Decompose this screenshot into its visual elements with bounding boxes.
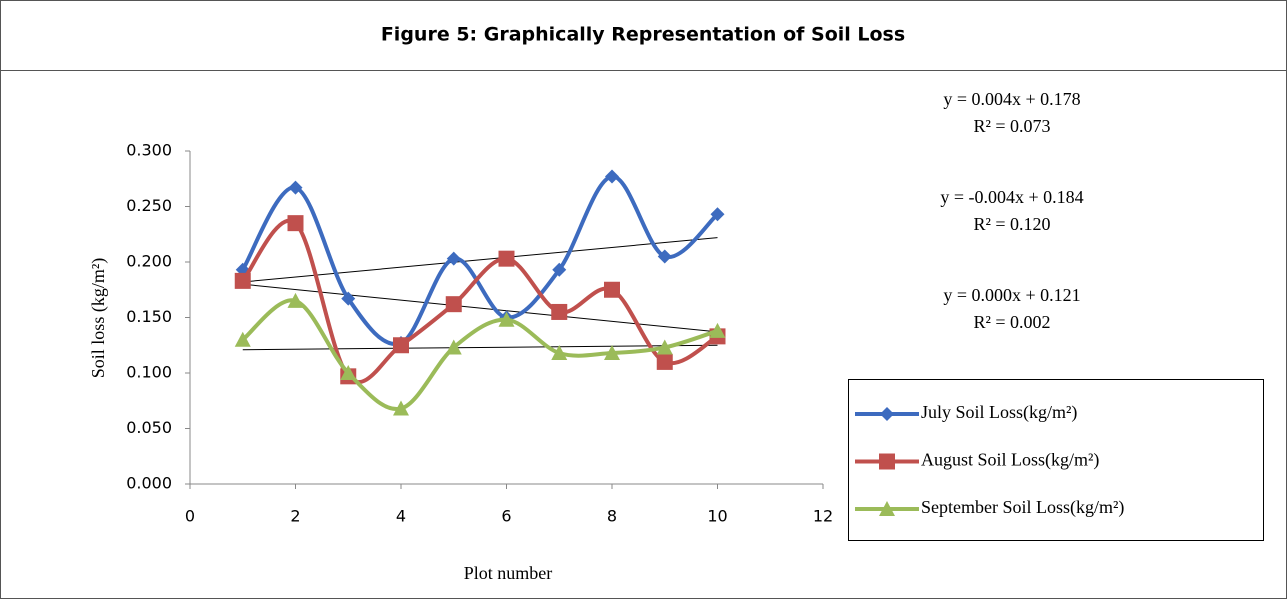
y-tick-label: 0.300 — [126, 141, 172, 160]
marker — [445, 296, 462, 313]
series-line — [241, 218, 719, 385]
x-tick-label: 4 — [396, 507, 406, 526]
trendline — [242, 344, 718, 351]
y-tick-label: 0.000 — [126, 474, 172, 493]
trend-r2: R² = 0.002 — [973, 312, 1050, 332]
marker — [551, 303, 568, 320]
x-axis-label: Plot number — [464, 563, 553, 583]
marker — [393, 400, 409, 416]
marker — [340, 365, 357, 380]
x-tick-label: 0 — [185, 507, 195, 526]
legend-marker — [880, 407, 894, 421]
y-tick-label: 0.050 — [126, 418, 172, 437]
x-tick-label: 2 — [290, 507, 300, 526]
y-tick-label: 0.250 — [126, 196, 172, 215]
x-tick-label: 6 — [501, 507, 511, 526]
trend-r2: R² = 0.073 — [973, 116, 1050, 136]
marker — [341, 291, 356, 306]
marker — [656, 353, 673, 370]
y-tick-label: 0.150 — [126, 307, 172, 326]
marker — [234, 331, 251, 347]
legend-marker — [879, 453, 895, 470]
marker — [288, 180, 303, 195]
marker — [446, 251, 461, 266]
x-tick-label: 12 — [813, 507, 833, 526]
chart-title: Figure 5: Graphically Representation of … — [381, 24, 905, 46]
series-line — [241, 298, 719, 412]
y-tick-label: 0.200 — [126, 252, 172, 271]
marker — [287, 215, 304, 232]
legend-label: July Soil Loss(kg/m²) — [921, 402, 1077, 423]
marker — [445, 339, 462, 355]
trend-r2: R² = 0.120 — [973, 214, 1050, 234]
marker — [710, 207, 725, 222]
trend-equation: y = 0.004x + 0.178 — [943, 89, 1080, 109]
trend-equation: y = 0.000x + 0.121 — [943, 285, 1080, 305]
marker — [498, 250, 515, 267]
y-axis-label: Soil loss (kg/m²) — [88, 258, 109, 378]
marker — [234, 272, 251, 289]
trend-equation: y = -0.004x + 0.184 — [940, 187, 1083, 207]
trendline — [242, 237, 718, 283]
legend-label: August Soil Loss(kg/m²) — [921, 450, 1099, 471]
marker — [551, 345, 568, 361]
marker — [605, 169, 619, 184]
marker — [393, 337, 409, 354]
x-tick-label: 10 — [707, 507, 727, 526]
legend-label: September Soil Loss(kg/m²) — [921, 497, 1124, 518]
marker — [657, 249, 672, 264]
series-line — [241, 174, 719, 347]
y-tick-label: 0.100 — [126, 363, 172, 382]
marker — [604, 281, 620, 298]
marker — [604, 345, 620, 361]
x-tick-label: 8 — [607, 507, 617, 526]
marker — [287, 292, 304, 308]
marker — [709, 322, 726, 338]
marker — [498, 311, 515, 327]
legend-marker — [879, 501, 895, 516]
marker — [656, 339, 673, 355]
marker — [552, 262, 567, 277]
